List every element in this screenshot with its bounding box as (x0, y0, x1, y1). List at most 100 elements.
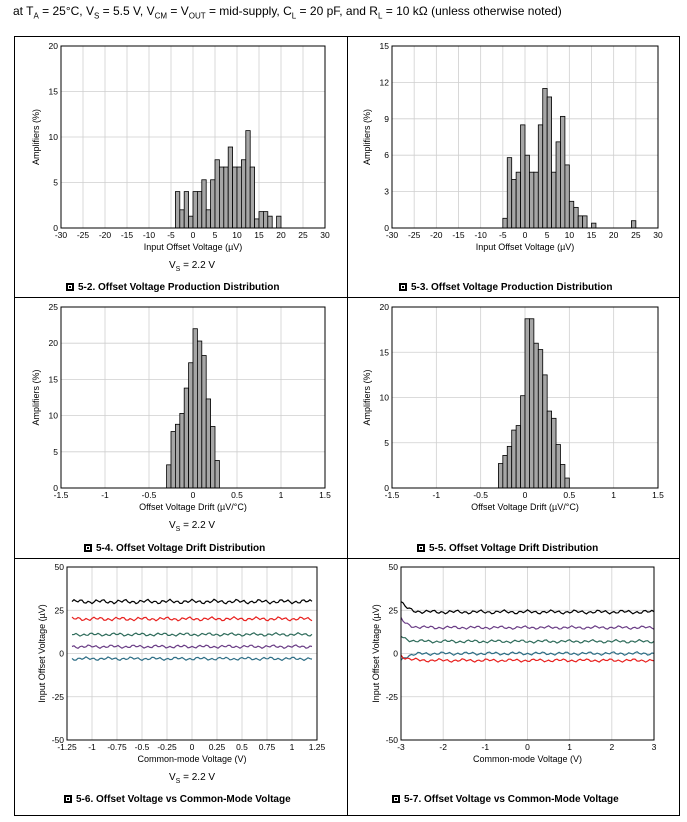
histogram-bar (515, 171, 521, 229)
fig-5-2-chart: -30 -25 -20 -15 -10 -5 0 5 10 15 20 25 30 0 5 10 15 20 Inp… (31, 41, 330, 252)
fig-5-5-chart: -1.5 -1 -0.5 0 0.5 1 1.5 0 5 10 15 20 Offset Voltage… (362, 302, 664, 512)
plot-frame (66, 566, 318, 741)
histogram-bar (210, 179, 216, 229)
plot-frame (391, 306, 659, 489)
histogram-bar (582, 215, 588, 229)
series-line-1 (71, 598, 313, 605)
y-axis-label: Input Offset Voltage (µV) (37, 604, 47, 703)
x-tick-label: -1 (482, 742, 490, 752)
y-tick-label: 3 (384, 187, 389, 197)
histogram-bar (497, 463, 504, 489)
histogram-bar (201, 355, 207, 489)
x-tick-label: 15 (587, 230, 597, 240)
y-tick-label: 20 (380, 302, 390, 312)
histogram-bar (511, 179, 517, 229)
x-tick-label: -1 (433, 490, 441, 500)
x-tick-label: 1.25 (309, 742, 326, 752)
figure-icon (399, 283, 407, 291)
histogram-bar (267, 215, 273, 229)
y-tick-label: 50 (55, 562, 65, 572)
fig-5-7-chart: -3 -2 -1 0 1 2 3 -50 -25 0 25 50 Common-mode Voltage… (371, 562, 657, 764)
x-tick-label: 20 (609, 230, 619, 240)
figure-icon (84, 544, 92, 552)
histogram-bar (502, 455, 508, 489)
histogram-bar (631, 220, 637, 229)
caption-fig-5-5: 5-5. Offset Voltage Drift Distribution (417, 543, 598, 554)
histogram-bar (205, 398, 211, 489)
x-tick-label: -20 (99, 230, 112, 240)
series-line-3 (400, 635, 655, 644)
histogram-bar (591, 222, 597, 229)
x-tick-label: 25 (298, 230, 308, 240)
histogram-bar (520, 124, 526, 229)
fig-5-4-chart: -1.5 -1 -0.5 0 0.5 1 1.5 0 5 10 15 20 25 Offset Volta… (31, 302, 331, 512)
histogram-bar (506, 445, 513, 489)
caption-fig-5-7: 5-7. Offset Voltage vs Common-Mode Volta… (392, 794, 619, 805)
x-tick-label: 30 (320, 230, 330, 240)
plot-frame (400, 566, 655, 741)
histogram-bar (240, 159, 247, 229)
histogram-bar (276, 215, 282, 229)
x-axis-label: Offset Voltage Drift (µV/°C) (471, 502, 579, 512)
x-tick-label: 0.5 (231, 490, 243, 500)
y-tick-label: 5 (384, 438, 389, 448)
condition-fig-5-4: VS = 2.2 V (169, 520, 216, 533)
x-tick-label: -15 (121, 230, 134, 240)
x-tick-label: -1.25 (57, 742, 77, 752)
histogram-bar (542, 374, 548, 489)
y-tick-label: 15 (380, 347, 390, 357)
caption-fig-5-3: 5-3. Offset Voltage Production Distribut… (399, 282, 613, 293)
y-axis-label: Amplifiers (%) (31, 109, 41, 165)
histogram-bar (533, 171, 539, 229)
x-tick-label: -3 (397, 742, 405, 752)
y-tick-label: 25 (55, 605, 65, 615)
histogram-bar (537, 124, 544, 229)
x-tick-label: 0 (191, 230, 196, 240)
histogram-bar (174, 423, 181, 489)
series-line-5 (400, 654, 655, 663)
series-line-5 (71, 656, 313, 662)
figure-icon (66, 283, 74, 291)
grid-divider-row1 (14, 297, 680, 298)
x-axis-label: Offset Voltage Drift (µV/°C) (139, 502, 247, 512)
x-tick-label: 1.5 (652, 490, 664, 500)
x-tick-label: -0.5 (135, 742, 150, 752)
caption-fig-5-4: 5-4. Offset Voltage Drift Distribution (84, 543, 265, 554)
x-tick-label: -5 (167, 230, 175, 240)
histogram-bar (524, 318, 530, 489)
histogram-bar (183, 387, 189, 489)
histogram-bar (506, 157, 513, 229)
histogram-bar (166, 464, 172, 489)
x-tick-label: 0.5 (236, 742, 248, 752)
histogram-bar (551, 171, 557, 229)
histogram-bar (568, 200, 575, 229)
y-tick-label: 6 (384, 150, 389, 160)
x-tick-label: 5 (213, 230, 218, 240)
histogram-bar (188, 215, 194, 229)
x-tick-label: -15 (452, 230, 465, 240)
histogram-bar (214, 159, 220, 229)
y-tick-label: 15 (49, 87, 59, 97)
x-tick-label: 1 (279, 490, 284, 500)
y-tick-label: -25 (52, 692, 65, 702)
y-tick-label: 10 (380, 393, 390, 403)
condition-fig-5-2: VS = 2.2 V (169, 260, 216, 273)
x-tick-label: 0 (523, 490, 528, 500)
x-tick-label: 2 (609, 742, 614, 752)
histogram-bar (196, 340, 203, 489)
histogram-bar (258, 211, 264, 229)
x-tick-label: 5 (545, 230, 550, 240)
histogram-bar (188, 362, 194, 489)
x-tick-label: -25 (77, 230, 90, 240)
y-axis-label: Amplifiers (%) (31, 369, 41, 425)
x-tick-label: -1.5 (385, 490, 400, 500)
x-axis-label: Common-mode Voltage (V) (473, 754, 582, 764)
histogram-bar (245, 130, 251, 229)
series-line-4 (71, 644, 313, 650)
series-line-2 (400, 617, 655, 630)
histogram-bar (223, 166, 229, 229)
histogram-bar (170, 431, 176, 489)
x-tick-label: 0 (523, 230, 528, 240)
histogram-bar (529, 171, 535, 229)
x-tick-label: -0.25 (157, 742, 177, 752)
